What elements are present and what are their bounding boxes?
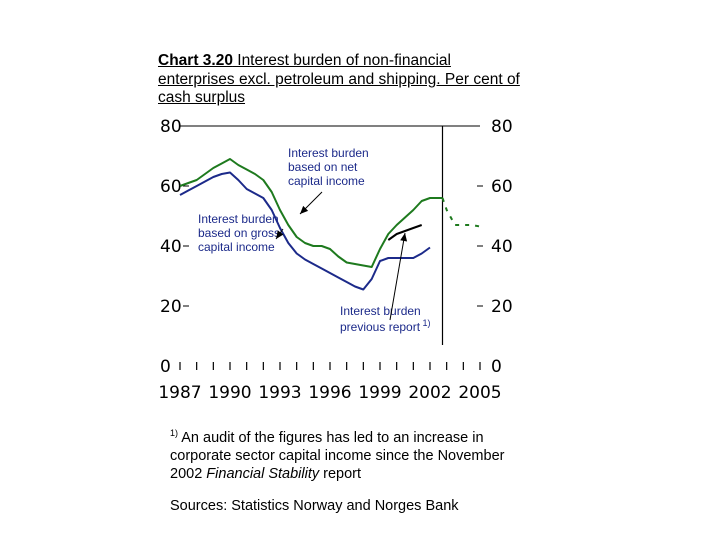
footnote-text-a: An audit of the figures has led to an in… [170,430,505,482]
arrow-gross-head [276,230,284,239]
x-tick-label: 2005 [458,383,501,403]
y-tick-label-left: 80 [160,117,182,137]
annotation-gross-line: Interest burden [198,212,279,226]
x-tick-label: 1987 [158,383,201,403]
annotation-net-line: based on net [288,160,358,174]
y-tick-label-left: 20 [160,297,182,317]
y-tick-label-left: 0 [160,357,171,377]
x-tick-label: 1996 [308,383,351,403]
annotation-net-line: capital income [288,174,365,188]
series-projection-net [441,197,481,228]
annotation-gross-line: capital income [198,240,275,254]
y-tick-label-left: 40 [160,237,182,257]
x-tick-label: 2002 [408,383,451,403]
y-tick-label-right: 20 [491,297,513,317]
x-tick-label: 1999 [358,383,401,403]
chart-title-lead: Chart 3.20 [158,52,233,69]
series-line-net [179,158,443,268]
arrow-previous-shaft [389,232,406,321]
y-tick-label-right: 0 [491,357,502,377]
sources-note: Sources: Statistics Norway and Norges Ba… [170,498,459,514]
y-tick-label-right: 80 [491,117,513,137]
x-tick-label: 1993 [258,383,301,403]
footnote-text-italic: Financial Stability [206,466,320,482]
footnote: 1) An audit of the figures has led to an… [170,424,520,483]
annotation-net-line: Interest burden [288,146,369,160]
y-tick-label-right: 40 [491,237,513,257]
arrow-previous-head [400,233,408,242]
y-tick-label-left: 60 [160,177,182,197]
series-line-gross [179,171,431,291]
series-line-previous [387,224,423,241]
footnote-text-b: report [319,466,362,482]
annotation-previous-line: previous report 1) [340,318,431,334]
chart-title-text: Interest burden of non-financial enterpr… [158,52,520,106]
footnote-marker: 1) [170,428,179,438]
arrow-net-head [300,205,309,214]
y-tick-label-right: 60 [491,177,513,197]
x-tick-label: 1990 [208,383,251,403]
annotation-gross-line: based on gross [198,226,280,240]
annotation-previous-line: Interest burden [340,304,421,318]
annotation-previous-sup: 1) [420,318,431,328]
chart-title: Chart 3.20 Interest burden of non-financ… [158,52,528,108]
